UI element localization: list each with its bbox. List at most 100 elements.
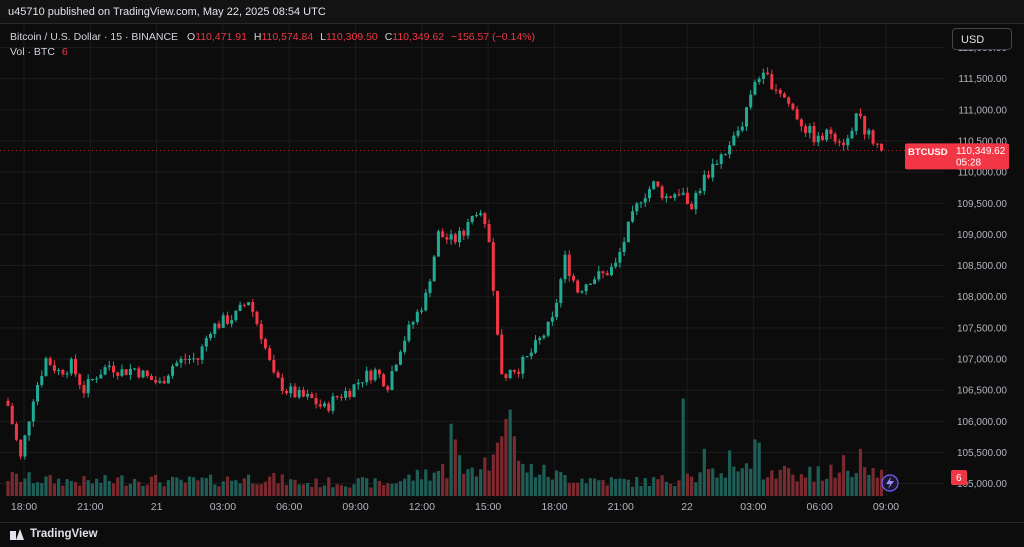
candle-body [69,358,73,374]
candle-body [728,145,732,155]
candle-body [829,129,833,134]
volume-bar [52,483,57,496]
candle-body [576,280,580,293]
volume-bar [234,480,238,496]
volume-bar [390,483,394,496]
volume-bar [546,476,550,496]
candle-body [609,266,613,276]
candle-body [86,379,90,394]
candle-body [339,396,343,398]
candle-body [90,378,94,380]
volume-bar [816,466,820,496]
volume-bar [753,439,757,496]
candle-body [225,315,229,324]
volume-bar [495,442,500,496]
candle-body [112,365,115,373]
candle-body [124,369,128,375]
volume-label[interactable]: Vol · BTC [10,46,55,58]
candle-body [52,365,56,371]
candle-body [48,358,52,366]
candle-body [407,324,411,341]
candle-body [424,292,428,311]
volume-bar [166,480,170,496]
volume-bar [73,481,78,496]
time-axis[interactable]: 18:00 21:00 21 03:00 06:00 09:00 12:00 15:00 18:… [11,501,899,513]
candle-body [555,302,559,318]
volume-bar [196,480,200,496]
candle-body [702,174,706,191]
candle-body [36,384,40,402]
candle-body [487,224,491,243]
last-volume-tag-bg [951,470,967,485]
candle-body [40,375,44,385]
lightning-icon[interactable] [881,474,899,492]
volume-bar [584,483,588,496]
volume-bar [685,473,690,496]
chart-legend: Bitcoin / U.S. Dollar · 15 · BINANCE O11… [10,30,535,60]
volume-bar [618,478,622,496]
volume-bar [61,485,65,496]
volume-value: 6 [61,46,68,58]
volume-bar [592,478,597,496]
symbol-title[interactable]: Bitcoin / U.S. Dollar · 15 · BINANCE [10,31,179,43]
volume-bar [529,463,533,496]
candle-body [538,337,542,341]
volume-bar [795,481,799,496]
volume-bar [35,482,40,496]
volume-bar [103,474,107,496]
candle-body [496,290,500,335]
candle-body [787,97,791,104]
candle-body [352,384,356,397]
candle-body [116,372,120,376]
price-axis[interactable]: 105,000.00 105,500.00 106,000.00 106,500.00… [957,43,1007,490]
currency-button[interactable]: USD [952,28,1012,50]
candle-body [563,254,567,280]
volume-bar [369,487,373,496]
candlestick-chart[interactable]: 105,000.00 105,500.00 106,000.00 106,500.00… [0,24,1024,522]
volume-bar [242,478,246,496]
candle-body [230,320,234,324]
volume-bar [698,472,702,496]
candle-body [525,356,529,358]
candle-body [31,401,35,422]
volume-bar [65,479,69,496]
last-price-tag-bg [905,143,1009,170]
candle-body [766,72,770,75]
time-tick-label: 06:00 [276,501,302,513]
candle-body [867,130,871,135]
candle-body [837,141,841,143]
volume-bar [453,439,457,496]
price-tick-label: 108,000.00 [957,292,1007,303]
time-tick-label: 03:00 [210,501,236,513]
volume-bar [462,474,466,496]
candle-body [491,242,495,291]
volume-bar [213,484,217,496]
price-tick-label: 106,500.00 [957,386,1007,397]
candle-body [508,369,512,378]
low-value: 110,309.50 [325,31,378,43]
price-candles [6,67,884,460]
candle-body [483,213,487,225]
candle-body [415,311,419,323]
candle-body [626,221,630,243]
candle-body [681,192,685,195]
volume-bar [563,475,567,496]
volume-bar [403,478,407,496]
volume-bar [491,454,495,496]
volume-bar [449,423,453,496]
candle-body [369,370,373,381]
price-tick-label: 109,500.00 [957,199,1007,210]
volume-bar [457,455,462,496]
tradingview-brand[interactable]: TradingView [10,528,98,540]
candle-body [753,82,757,95]
volume-bar [394,483,398,496]
candle-body [618,252,622,263]
candle-body [78,374,82,386]
volume-bar [344,486,348,496]
chart-area[interactable]: 105,000.00 105,500.00 106,000.00 106,500.00… [0,24,1024,522]
candle-body [808,125,812,133]
candle-body [44,358,48,376]
candle-body [474,215,478,217]
volume-bar [719,473,723,496]
last-volume-tag: 6 [951,470,967,485]
